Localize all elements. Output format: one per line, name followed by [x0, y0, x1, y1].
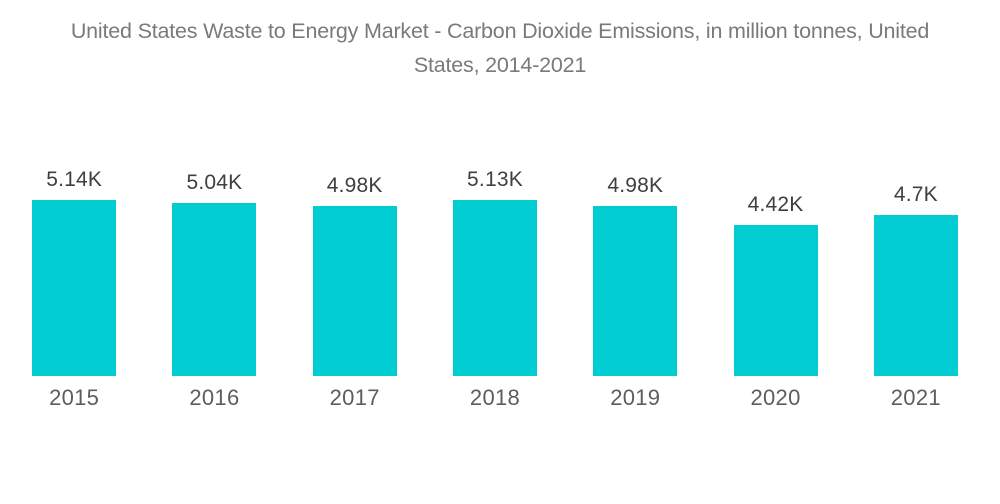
chart-title-line-1: United States Waste to Energy Market - C…	[70, 19, 930, 43]
bar-value-label: 4.98K	[326, 173, 383, 197]
x-axis-label: 2019	[610, 385, 661, 410]
bar	[733, 224, 818, 376]
x-axis-label: 2020	[750, 385, 801, 410]
bar-value-label: 4.42K	[747, 192, 804, 216]
bar	[172, 203, 257, 376]
bar	[593, 205, 678, 376]
bar	[32, 200, 117, 376]
bar-column: 4.98K	[285, 120, 425, 376]
x-axis-label: 2018	[469, 385, 521, 410]
bar	[452, 200, 537, 376]
bar	[312, 205, 397, 376]
x-axis-label: 2016	[189, 385, 240, 410]
x-axis-label: 2017	[329, 385, 380, 410]
bar-value-label: 4.7K	[893, 183, 938, 207]
bar-value-label: 5.14K	[46, 168, 103, 191]
chart-title-line-2: States, 2014-2021	[413, 53, 587, 77]
bar-column: 4.7K	[846, 120, 986, 376]
bar-column: 5.04K	[144, 120, 284, 376]
x-axis-label: 2021	[890, 385, 941, 410]
bar-column: 4.42K	[705, 120, 845, 376]
chart-title: United States Waste to Energy Market - C…	[0, 14, 1000, 82]
bar-value-label: 4.98K	[607, 173, 664, 197]
plot-area: 5.14K 5.04K 4.98K 5.13K 4.98K 4.42K 4.7K	[0, 120, 1000, 376]
bar-column: 4.98K	[565, 120, 705, 376]
bar-value-label: 5.13K	[467, 168, 523, 192]
x-axis: 2015 2016 2017 2018 2019 2020 2021	[0, 385, 1000, 410]
bar-column: 5.13K	[425, 120, 565, 376]
bar-column: 5.14K	[4, 120, 144, 376]
bar	[873, 215, 958, 376]
bar-value-label: 5.04K	[186, 171, 243, 195]
x-axis-label: 2015	[49, 385, 100, 410]
